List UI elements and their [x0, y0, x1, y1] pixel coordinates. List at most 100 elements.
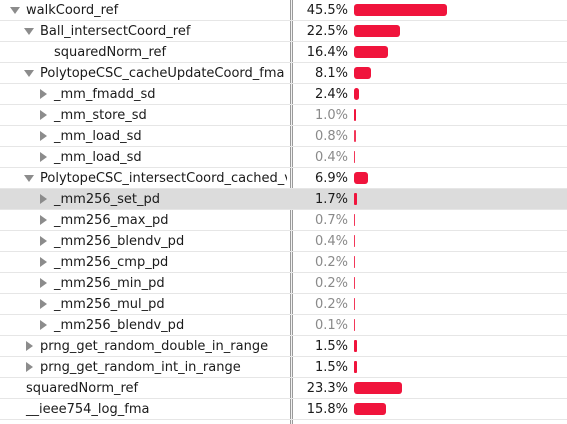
expand-right-icon[interactable] — [22, 339, 36, 353]
expand-right-icon[interactable] — [36, 234, 50, 248]
expand-right-icon[interactable] — [36, 192, 50, 206]
function-name-cell: squaredNorm_ref — [0, 42, 287, 62]
percent-bar-cell — [354, 294, 554, 314]
percent-bar-cell — [354, 210, 554, 230]
percent-label: 0.1% — [314, 317, 348, 333]
tree-row[interactable]: _mm256_set_pd 1.7% — [0, 189, 567, 210]
percent-bar — [354, 214, 356, 226]
percent-bar — [354, 67, 371, 79]
expand-right-icon[interactable] — [36, 87, 50, 101]
percent-bar — [354, 25, 401, 37]
tree-row[interactable]: PolytopeCSC_intersectCoord_cached_vec 6.9… — [0, 168, 567, 189]
function-name-cell: _mm256_min_pd — [0, 273, 287, 293]
tree-row[interactable]: _mm256_mul_pd 0.2% — [0, 294, 567, 315]
tree-row[interactable]: _mm256_blendv_pd 0.1% — [0, 315, 567, 336]
percent-label: 45.5% — [306, 2, 348, 18]
percent-label: 8.1% — [314, 65, 348, 81]
expand-right-icon[interactable] — [22, 360, 36, 374]
column-separator[interactable] — [290, 0, 293, 424]
percent-bar-cell — [354, 105, 554, 125]
percent-label: 23.3% — [306, 380, 348, 396]
function-name-cell: _mm256_max_pd — [0, 210, 287, 230]
function-name-label: _mm256_min_pd — [54, 275, 165, 291]
tree-row[interactable]: walkCoord_ref 45.5% — [0, 0, 567, 21]
percent-label: 1.5% — [314, 359, 348, 375]
expand-right-icon[interactable] — [36, 255, 50, 269]
percent-bar-cell — [354, 84, 554, 104]
percent-bar — [354, 298, 355, 310]
percent-bar — [354, 109, 357, 121]
tree-row[interactable]: _mm256_blendv_pd 0.4% — [0, 231, 567, 252]
percent-label: 16.4% — [306, 44, 348, 60]
function-name-cell: prng_get_random_int_in_range — [0, 357, 287, 377]
percent-label: 0.4% — [314, 149, 348, 165]
expand-down-icon[interactable] — [8, 3, 22, 17]
expand-down-icon[interactable] — [22, 66, 36, 80]
function-name-label: squaredNorm_ref — [54, 44, 167, 60]
percent-bar-cell — [354, 42, 554, 62]
function-name-label: _mm256_mul_pd — [54, 296, 165, 312]
percent-bar — [354, 130, 356, 142]
tree-row[interactable]: _mm256_cmp_pd 0.2% — [0, 252, 567, 273]
percent-bar-cell — [354, 168, 554, 188]
percent-label: 1.7% — [314, 191, 348, 207]
percent-label: 1.0% — [314, 107, 348, 123]
tree-row[interactable]: Ball_intersectCoord_ref 22.5% — [0, 21, 567, 42]
function-name-cell: _mm_store_sd — [0, 105, 287, 125]
tree-row[interactable]: prng_get_random_int_in_range 1.5% — [0, 357, 567, 378]
tree-row[interactable]: _mm256_min_pd 0.2% — [0, 273, 567, 294]
expand-right-icon[interactable] — [36, 129, 50, 143]
expand-right-icon[interactable] — [36, 150, 50, 164]
function-name-label: _mm_fmadd_sd — [54, 86, 156, 102]
tree-row[interactable]: __ieee754_log_fma 15.8% — [0, 399, 567, 420]
percent-label: 1.5% — [314, 338, 348, 354]
percent-bar — [354, 277, 355, 289]
tree-row[interactable]: _mm_store_sd 1.0% — [0, 105, 567, 126]
tree-row[interactable]: PolytopeCSC_cacheUpdateCoord_fma 8.1% — [0, 63, 567, 84]
function-name-cell: walkCoord_ref — [0, 0, 287, 20]
tree-row[interactable]: squaredNorm_ref 16.4% — [0, 42, 567, 63]
percent-label: 0.8% — [314, 128, 348, 144]
tree-row[interactable]: _mm256_max_pd 0.7% — [0, 210, 567, 231]
function-name-label: __ieee754_log_fma — [26, 401, 150, 417]
percent-bar-cell — [354, 399, 554, 419]
function-name-cell: _mm256_blendv_pd — [0, 315, 287, 335]
function-name-cell: _mm256_mul_pd — [0, 294, 287, 314]
function-name-label: prng_get_random_double_in_range — [40, 338, 269, 354]
percent-label: 0.4% — [314, 233, 348, 249]
expand-right-icon[interactable] — [36, 318, 50, 332]
expand-right-icon[interactable] — [36, 276, 50, 290]
tree-row[interactable]: _mm_fmadd_sd 2.4% — [0, 84, 567, 105]
tree-row[interactable]: squaredNorm_ref 23.3% — [0, 378, 567, 399]
percent-bar — [354, 382, 402, 394]
function-name-label: _mm_load_sd — [54, 128, 142, 144]
expand-right-icon[interactable] — [36, 213, 50, 227]
percent-label: 15.8% — [306, 401, 348, 417]
function-name-cell: _mm256_set_pd — [0, 189, 287, 209]
function-name-cell: PolytopeCSC_intersectCoord_cached_vec — [0, 168, 287, 188]
percent-label: 0.2% — [314, 254, 348, 270]
percent-bar — [354, 4, 448, 16]
percent-bar-cell — [354, 63, 554, 83]
tree-row[interactable]: prng_get_random_double_in_range 1.5% — [0, 336, 567, 357]
function-name-label: _mm_load_sd — [54, 149, 142, 165]
expand-right-icon[interactable] — [36, 108, 50, 122]
function-name-cell: _mm256_blendv_pd — [0, 231, 287, 251]
percent-label: 2.4% — [314, 86, 348, 102]
tree-row[interactable]: _mm_load_sd 0.4% — [0, 147, 567, 168]
percent-bar-cell — [354, 357, 554, 377]
percent-bar — [354, 235, 355, 247]
function-name-cell: PolytopeCSC_cacheUpdateCoord_fma — [0, 63, 287, 83]
expand-down-icon[interactable] — [22, 24, 36, 38]
function-name-cell: _mm_fmadd_sd — [0, 84, 287, 104]
percent-bar — [354, 361, 358, 373]
function-name-cell: prng_get_random_double_in_range — [0, 336, 287, 356]
function-name-cell: _mm256_cmp_pd — [0, 252, 287, 272]
percent-label: 22.5% — [306, 23, 348, 39]
tree-row[interactable]: _mm_load_sd 0.8% — [0, 126, 567, 147]
expand-down-icon[interactable] — [22, 171, 36, 185]
expand-right-icon[interactable] — [36, 297, 50, 311]
function-name-label: PolytopeCSC_intersectCoord_cached_vec — [40, 170, 287, 186]
function-name-label: prng_get_random_int_in_range — [40, 359, 241, 375]
